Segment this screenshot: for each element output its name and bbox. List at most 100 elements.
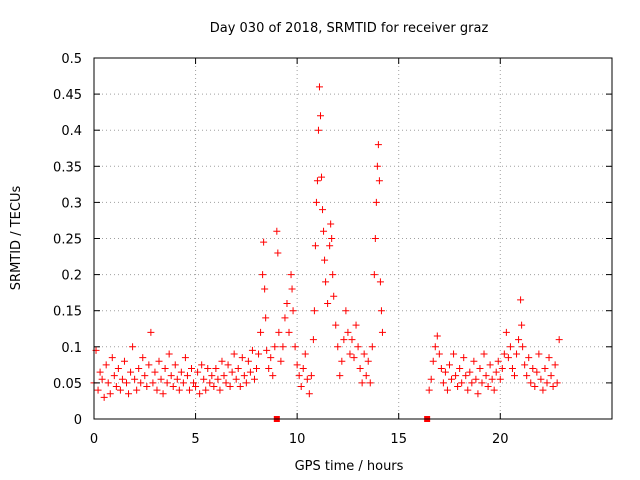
data-point — [135, 364, 143, 372]
data-point — [425, 386, 433, 394]
data-point — [244, 357, 252, 365]
data-point — [260, 238, 268, 246]
data-point — [321, 256, 329, 264]
data-point — [324, 299, 332, 307]
data-point — [216, 386, 224, 394]
data-point — [305, 390, 313, 398]
data-point — [492, 368, 500, 376]
x-tick-label: 20 — [492, 432, 509, 447]
data-point — [360, 350, 368, 358]
data-point — [478, 379, 486, 387]
data-point — [163, 379, 171, 387]
data-point — [271, 343, 279, 351]
data-point — [279, 343, 287, 351]
data-point — [316, 112, 324, 120]
data-point — [104, 379, 112, 387]
data-point — [535, 350, 543, 358]
data-point — [484, 383, 492, 391]
data-point — [212, 364, 220, 372]
y-tick-label: 0.4 — [61, 124, 82, 139]
x-tick-label: 10 — [289, 432, 306, 447]
data-point — [311, 242, 319, 250]
data-point — [437, 364, 445, 372]
data-point — [255, 350, 263, 358]
data-point — [354, 343, 362, 351]
data-point — [448, 375, 456, 383]
data-point — [100, 393, 108, 401]
data-point — [334, 343, 342, 351]
data-point — [537, 375, 545, 383]
data-point — [342, 307, 350, 315]
data-point — [549, 383, 557, 391]
data-point — [433, 332, 441, 340]
data-point — [214, 375, 222, 383]
data-point — [269, 372, 277, 380]
data-point — [275, 328, 283, 336]
axis-ticks — [93, 57, 612, 420]
data-point — [531, 383, 539, 391]
data-point — [206, 379, 214, 387]
data-point — [488, 375, 496, 383]
data-point — [228, 368, 236, 376]
data-point — [517, 296, 525, 304]
data-point — [346, 350, 354, 358]
data-point — [161, 364, 169, 372]
data-points — [90, 83, 563, 422]
data-point — [508, 364, 516, 372]
x-tick-label: 0 — [90, 432, 98, 447]
data-point — [373, 162, 381, 170]
data-point — [328, 235, 336, 242]
data-point — [106, 390, 114, 398]
data-point — [242, 379, 250, 387]
data-point — [376, 278, 384, 286]
data-point — [133, 386, 141, 394]
data-point — [371, 235, 379, 242]
data-point — [257, 328, 265, 336]
data-point — [96, 368, 104, 376]
data-point — [250, 375, 258, 383]
data-point — [185, 386, 193, 394]
data-point — [167, 372, 175, 380]
data-point — [539, 386, 547, 394]
data-point — [291, 343, 299, 351]
data-point — [506, 343, 514, 351]
data-point — [183, 372, 191, 380]
data-point — [114, 364, 122, 372]
data-point — [498, 364, 506, 372]
data-point — [427, 375, 435, 383]
data-point — [362, 372, 370, 380]
y-tick-label: 0.45 — [53, 88, 82, 103]
data-point — [145, 361, 153, 369]
data-point — [281, 314, 289, 322]
data-point — [315, 83, 323, 91]
data-point — [118, 375, 126, 383]
data-point — [330, 292, 338, 300]
data-point — [352, 321, 360, 329]
data-point — [208, 372, 216, 380]
data-point — [318, 173, 326, 181]
data-point — [364, 357, 372, 365]
data-point — [466, 368, 474, 376]
data-point — [112, 383, 120, 391]
data-point — [366, 379, 374, 387]
data-point — [320, 227, 328, 235]
data-point — [287, 271, 295, 279]
y-tick-label: 0.15 — [53, 305, 82, 320]
data-point — [468, 379, 476, 387]
data-point — [293, 361, 301, 369]
data-point — [307, 372, 315, 380]
data-point — [378, 328, 386, 336]
data-point — [450, 350, 458, 358]
data-point — [533, 368, 541, 376]
data-point — [486, 361, 494, 369]
data-point — [198, 361, 206, 369]
data-point — [230, 350, 238, 358]
data-point — [504, 354, 512, 362]
data-point — [518, 321, 526, 329]
data-point — [443, 386, 451, 394]
data-point — [102, 361, 110, 369]
data-point — [502, 328, 510, 336]
data-point — [137, 379, 145, 387]
data-point — [519, 343, 527, 351]
